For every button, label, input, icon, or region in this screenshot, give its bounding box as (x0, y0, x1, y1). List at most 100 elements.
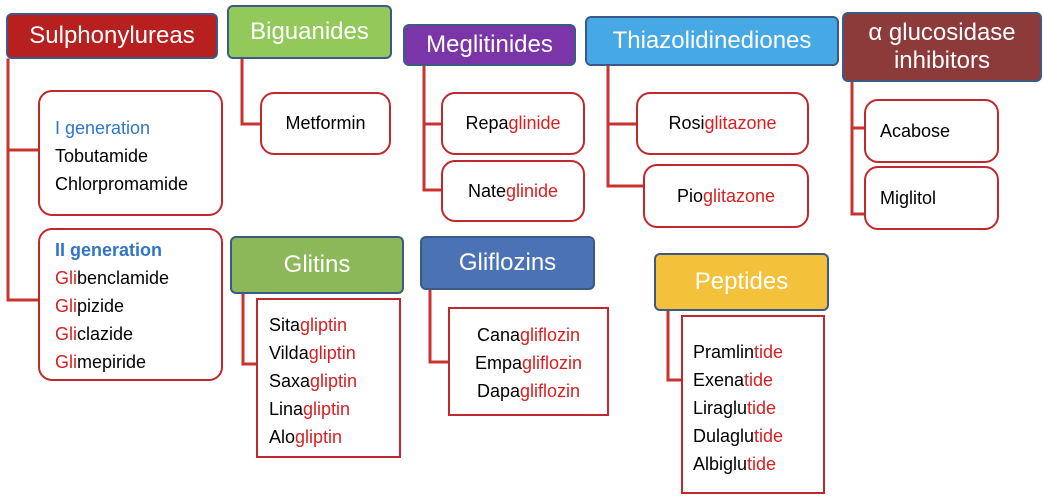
glitin-drug: Vildagliptin (269, 339, 399, 367)
drug-suffix: glitazone (704, 113, 777, 133)
thiazolidinediones-title: Thiazolidinediones (612, 27, 812, 55)
drug-suffix: gliptin (300, 315, 348, 335)
gen2-drug: Glibenclamide (55, 264, 221, 292)
drug-suffix: tide (754, 426, 784, 446)
drug-prefix: Albiglu (693, 454, 748, 474)
drug-suffix: gliflozin (520, 381, 581, 401)
drug-prefix: Exena (693, 370, 745, 390)
gen2-drug-prefix: Gli (55, 296, 77, 316)
peptides-box: Pramlintide Exenatide Liraglutide Dulagl… (681, 315, 825, 494)
drug-prefix: Sita (269, 315, 301, 335)
nateglinide-box: Nateglinide (441, 160, 585, 222)
peptide-drug: Dulaglutide (693, 422, 823, 450)
glitins-header: Glitins (230, 236, 404, 294)
acabose-box: Acabose (864, 99, 999, 163)
repaglinide-box: Repaglinide (441, 92, 585, 155)
peptide-drug: Exenatide (693, 366, 823, 394)
drug-suffix: gliflozin (520, 325, 581, 345)
peptide-drug: Pramlintide (693, 338, 823, 366)
gen2-title: II generation (55, 240, 163, 260)
meglitinides-header: Meglitinides (403, 24, 576, 66)
drug-suffix: tide (754, 342, 784, 362)
drug-suffix: gliptin (295, 427, 343, 447)
gliflozin-drug: Empagliflozin (450, 349, 607, 377)
drug-prefix: Liraglu (693, 398, 748, 418)
sulphonylureas-gen1-box: I generation Tobutamide Chlorpromamide (38, 90, 223, 216)
drug-name: Rosiglitazone (668, 113, 776, 134)
gen2-drug: Gliclazide (55, 320, 221, 348)
alpha-gi-title-line1: α glucosidase (868, 19, 1016, 47)
drug-prefix: Repa (465, 113, 509, 133)
drug-prefix: Pramlin (693, 342, 755, 362)
drug-suffix: gliflozin (522, 353, 583, 373)
thiazolidinediones-header: Thiazolidinediones (585, 16, 839, 66)
miglitol-label: Miglitol (880, 187, 937, 208)
drug-suffix: tide (747, 398, 777, 418)
drug-name: Nateglinide (468, 181, 558, 202)
gen2-drug-prefix: Gli (55, 268, 77, 288)
gen2-drug-rest: clazide (77, 324, 134, 344)
glitin-drug: Saxagliptin (269, 367, 399, 395)
drug-name: Repaglinide (465, 113, 560, 134)
pioglitazone-box: Pioglitazone (643, 164, 809, 228)
drug-suffix: tide (747, 454, 777, 474)
drug-suffix: gliptin (310, 371, 358, 391)
drug-prefix: Cana (476, 325, 520, 345)
peptide-drug: Liraglutide (693, 394, 823, 422)
sulphonylureas-title: Sulphonylureas (29, 22, 195, 50)
rosiglitazone-box: Rosiglitazone (636, 92, 809, 155)
drug-suffix: glitazone (702, 185, 776, 206)
drug-prefix: Dulaglu (693, 426, 755, 446)
gliflozins-title: Gliflozins (458, 249, 557, 277)
drug-prefix: Rosi (668, 113, 705, 133)
glitin-drug: Alogliptin (269, 423, 399, 451)
gliflozins-box: Canagliflozin Empagliflozin Dapagliflozi… (448, 307, 609, 416)
peptides-title: Peptides (694, 268, 789, 296)
drug-prefix: Saxa (269, 371, 311, 391)
gen2-drug-rest: benclamide (77, 268, 170, 288)
gliflozin-drug: Dapagliflozin (450, 377, 607, 405)
gen2-drug: Glipizide (55, 292, 221, 320)
drug-prefix: Alo (269, 427, 296, 447)
gen1-drug: Chlorpromamide (55, 174, 189, 194)
sulphonylureas-header: Sulphonylureas (6, 13, 218, 59)
gen2-drug-rest: pizide (77, 296, 125, 316)
biguanides-header: Biguanides (227, 5, 392, 59)
gen2-drug: Glimepiride (55, 348, 221, 376)
drug-suffix: tide (744, 370, 774, 390)
drug-prefix: Nate (467, 180, 506, 201)
drug-prefix: Pio (676, 185, 703, 206)
alpha-glucosidase-inhibitors-header: α glucosidase inhibitors (842, 12, 1042, 82)
drug-prefix: Lina (269, 399, 304, 419)
drug-suffix: gliptin (308, 343, 356, 363)
gen1-title: I generation (55, 118, 151, 138)
miglitol-box: Miglitol (864, 166, 999, 230)
glitins-box: Sitagliptin Vildagliptin Saxagliptin Lin… (256, 298, 401, 458)
glitin-drug: Linagliptin (269, 395, 399, 423)
metformin-label: Metformin (285, 113, 366, 133)
drug-suffix: glinide (505, 180, 559, 201)
gen2-drug-prefix: Gli (55, 324, 77, 344)
gen1-drug: Tobutamide (55, 146, 149, 166)
gliflozin-drug: Canagliflozin (450, 321, 607, 349)
glitin-drug: Sitagliptin (269, 311, 399, 339)
peptide-drug: Albiglutide (693, 450, 823, 478)
metformin-box: Metformin (260, 92, 391, 155)
acabose-label: Acabose (880, 120, 951, 141)
gen2-drug-rest: mepiride (77, 352, 147, 372)
drug-suffix: glinide (508, 113, 561, 133)
glitins-title: Glitins (283, 251, 351, 279)
drug-prefix: Dapa (476, 381, 520, 401)
peptides-header: Peptides (654, 253, 829, 311)
drug-name: Pioglitazone (677, 186, 775, 207)
meglitinides-title: Meglitinides (426, 31, 553, 59)
sulphonylureas-gen2-box: II generation Glibenclamide Glipizide Gl… (38, 228, 223, 381)
drug-suffix: gliptin (303, 399, 351, 419)
gliflozins-header: Gliflozins (420, 236, 595, 290)
drug-prefix: Vilda (269, 343, 309, 363)
alpha-gi-title-line2: inhibitors (893, 47, 991, 74)
biguanides-title: Biguanides (250, 18, 369, 46)
gen2-drug-prefix: Gli (55, 352, 77, 372)
drug-prefix: Empa (474, 353, 522, 373)
